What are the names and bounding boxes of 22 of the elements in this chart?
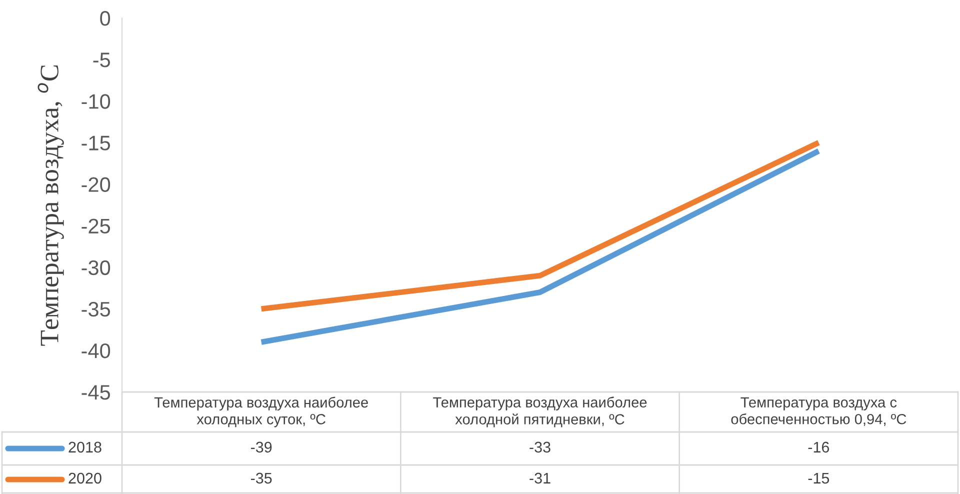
data-label: -31 xyxy=(530,472,550,484)
y-tick-label: -10 xyxy=(82,94,110,109)
y-tick-label: -25 xyxy=(82,218,110,234)
y-tick-label: -30 xyxy=(82,260,110,276)
y-tick-label: -20 xyxy=(82,177,110,192)
x-tick-label: Температура воздуха наиболее холодных суток, ºC xyxy=(154,396,368,428)
y-tick-label: -15 xyxy=(82,136,110,150)
data-label: -16 xyxy=(808,442,830,453)
y-tick-label: 0 xyxy=(100,11,110,26)
data-label: -39 xyxy=(250,442,272,453)
y-tick-label: -40 xyxy=(82,343,110,358)
y-tick-label: -35 xyxy=(82,302,110,317)
x-tick-label: Температура воздуха наиболее холодной пятидневки, ºC xyxy=(433,396,647,428)
y-tick-label: -45 xyxy=(82,385,110,400)
y-tick-label: -5 xyxy=(93,52,110,68)
data-label: -35 xyxy=(250,472,272,484)
y-axis-title: Температура воздуха, $^{o}$C xyxy=(38,65,64,346)
data-label: -15 xyxy=(808,472,830,484)
legend-label: 2018 xyxy=(68,442,102,453)
x-tick-label: Температура воздуха с обеспеченностью 0,94, ºC xyxy=(731,397,906,426)
data-label: -33 xyxy=(530,442,550,453)
legend-label: 2020 xyxy=(68,472,102,484)
